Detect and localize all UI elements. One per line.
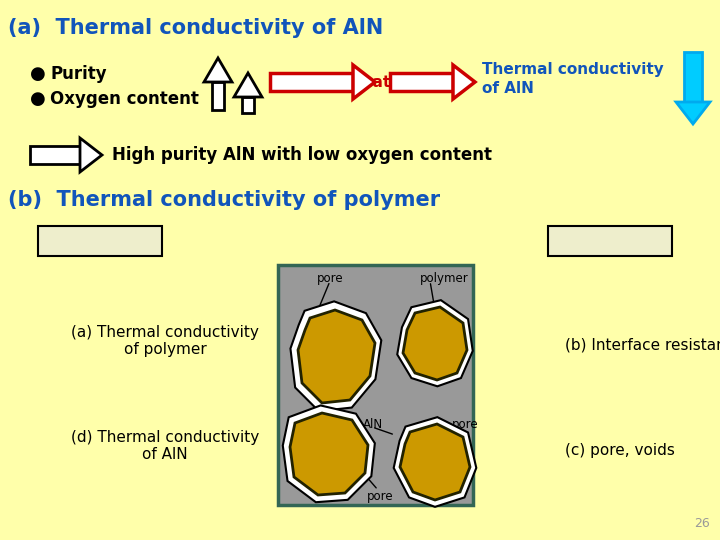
Text: (c) pore, voids: (c) pore, voids — [565, 442, 675, 457]
Polygon shape — [270, 73, 353, 91]
Text: pore: pore — [452, 418, 479, 431]
Polygon shape — [453, 65, 475, 99]
Text: (d) Thermal conductivity: (d) Thermal conductivity — [71, 430, 259, 445]
Polygon shape — [290, 301, 382, 411]
Text: ●: ● — [30, 90, 46, 108]
Polygon shape — [204, 58, 232, 82]
Text: AlN: AlN — [363, 418, 383, 431]
Text: pore: pore — [366, 490, 393, 503]
Text: (b) Interface resistance: (b) Interface resistance — [565, 338, 720, 353]
FancyBboxPatch shape — [548, 226, 672, 256]
Text: interface: interface — [295, 416, 348, 429]
Polygon shape — [390, 73, 453, 91]
Polygon shape — [290, 413, 368, 495]
Text: extrinsic: extrinsic — [576, 234, 644, 248]
FancyBboxPatch shape — [278, 265, 473, 505]
Text: (a) Thermal conductivity: (a) Thermal conductivity — [71, 325, 259, 340]
Polygon shape — [30, 146, 80, 164]
Text: Purity: Purity — [50, 65, 107, 83]
FancyBboxPatch shape — [38, 226, 162, 256]
Text: pore: pore — [317, 272, 343, 285]
Polygon shape — [242, 97, 254, 113]
Polygon shape — [298, 310, 375, 403]
Text: of polymer: of polymer — [124, 342, 207, 357]
Text: High purity AlN with low oxygen content: High purity AlN with low oxygen content — [112, 146, 492, 164]
Text: ●: ● — [30, 65, 46, 83]
Polygon shape — [283, 406, 375, 502]
Polygon shape — [676, 102, 710, 124]
Polygon shape — [212, 82, 224, 110]
Polygon shape — [403, 307, 467, 380]
Polygon shape — [394, 417, 477, 507]
Polygon shape — [400, 424, 470, 500]
Text: phonon scattering: phonon scattering — [285, 75, 442, 90]
Text: Thermal conductivity
of AlN: Thermal conductivity of AlN — [482, 62, 664, 96]
Polygon shape — [397, 300, 473, 386]
Text: 26: 26 — [694, 517, 710, 530]
Text: Oxygen content: Oxygen content — [50, 90, 199, 108]
Text: polymer: polymer — [420, 272, 469, 285]
Text: of AlN: of AlN — [142, 447, 188, 462]
Polygon shape — [353, 65, 375, 99]
Text: (a)  Thermal conductivity of AlN: (a) Thermal conductivity of AlN — [8, 18, 383, 38]
Text: intrinsic: intrinsic — [68, 234, 132, 248]
Polygon shape — [80, 138, 102, 172]
Text: (b)  Thermal conductivity of polymer: (b) Thermal conductivity of polymer — [8, 190, 440, 210]
Polygon shape — [234, 73, 262, 97]
Polygon shape — [684, 52, 702, 102]
